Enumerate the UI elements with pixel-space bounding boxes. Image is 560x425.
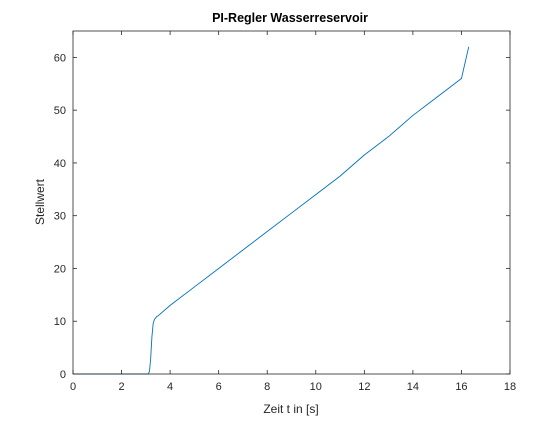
x-axis: 0 2 4 6 8 10 12 14 16 18 bbox=[70, 31, 516, 393]
y-tick-label: 40 bbox=[54, 158, 66, 170]
y-tick-label: 60 bbox=[54, 52, 66, 64]
x-tick-label: 4 bbox=[167, 381, 173, 393]
y-axis: 0 10 20 30 40 50 60 bbox=[54, 52, 510, 381]
y-tick-label: 30 bbox=[54, 211, 66, 223]
x-tick-label: 16 bbox=[455, 381, 467, 393]
x-tick-label: 12 bbox=[358, 381, 370, 393]
chart-title: PI-Regler Wasserreservoir bbox=[212, 11, 368, 25]
y-axis-label: Stellwert bbox=[33, 178, 47, 225]
y-tick-label: 50 bbox=[54, 105, 66, 117]
x-tick-label: 6 bbox=[216, 381, 222, 393]
chart-marks bbox=[73, 46, 470, 375]
x-tick-label: 8 bbox=[264, 381, 270, 393]
plot-area bbox=[73, 31, 510, 374]
x-tick-label: 10 bbox=[310, 381, 322, 393]
x-tick-label: 0 bbox=[70, 381, 76, 393]
x-tick-label: 18 bbox=[504, 381, 516, 393]
y-tick-label: 20 bbox=[54, 263, 66, 275]
x-tick-label: 2 bbox=[118, 381, 124, 393]
x-tick-label: 14 bbox=[407, 381, 419, 393]
y-tick-label: 0 bbox=[60, 369, 66, 381]
x-axis-label: Zeit t in [s] bbox=[263, 402, 318, 416]
series-line bbox=[73, 46, 470, 375]
plot-frame bbox=[72, 30, 511, 375]
y-tick-label: 10 bbox=[54, 316, 66, 328]
